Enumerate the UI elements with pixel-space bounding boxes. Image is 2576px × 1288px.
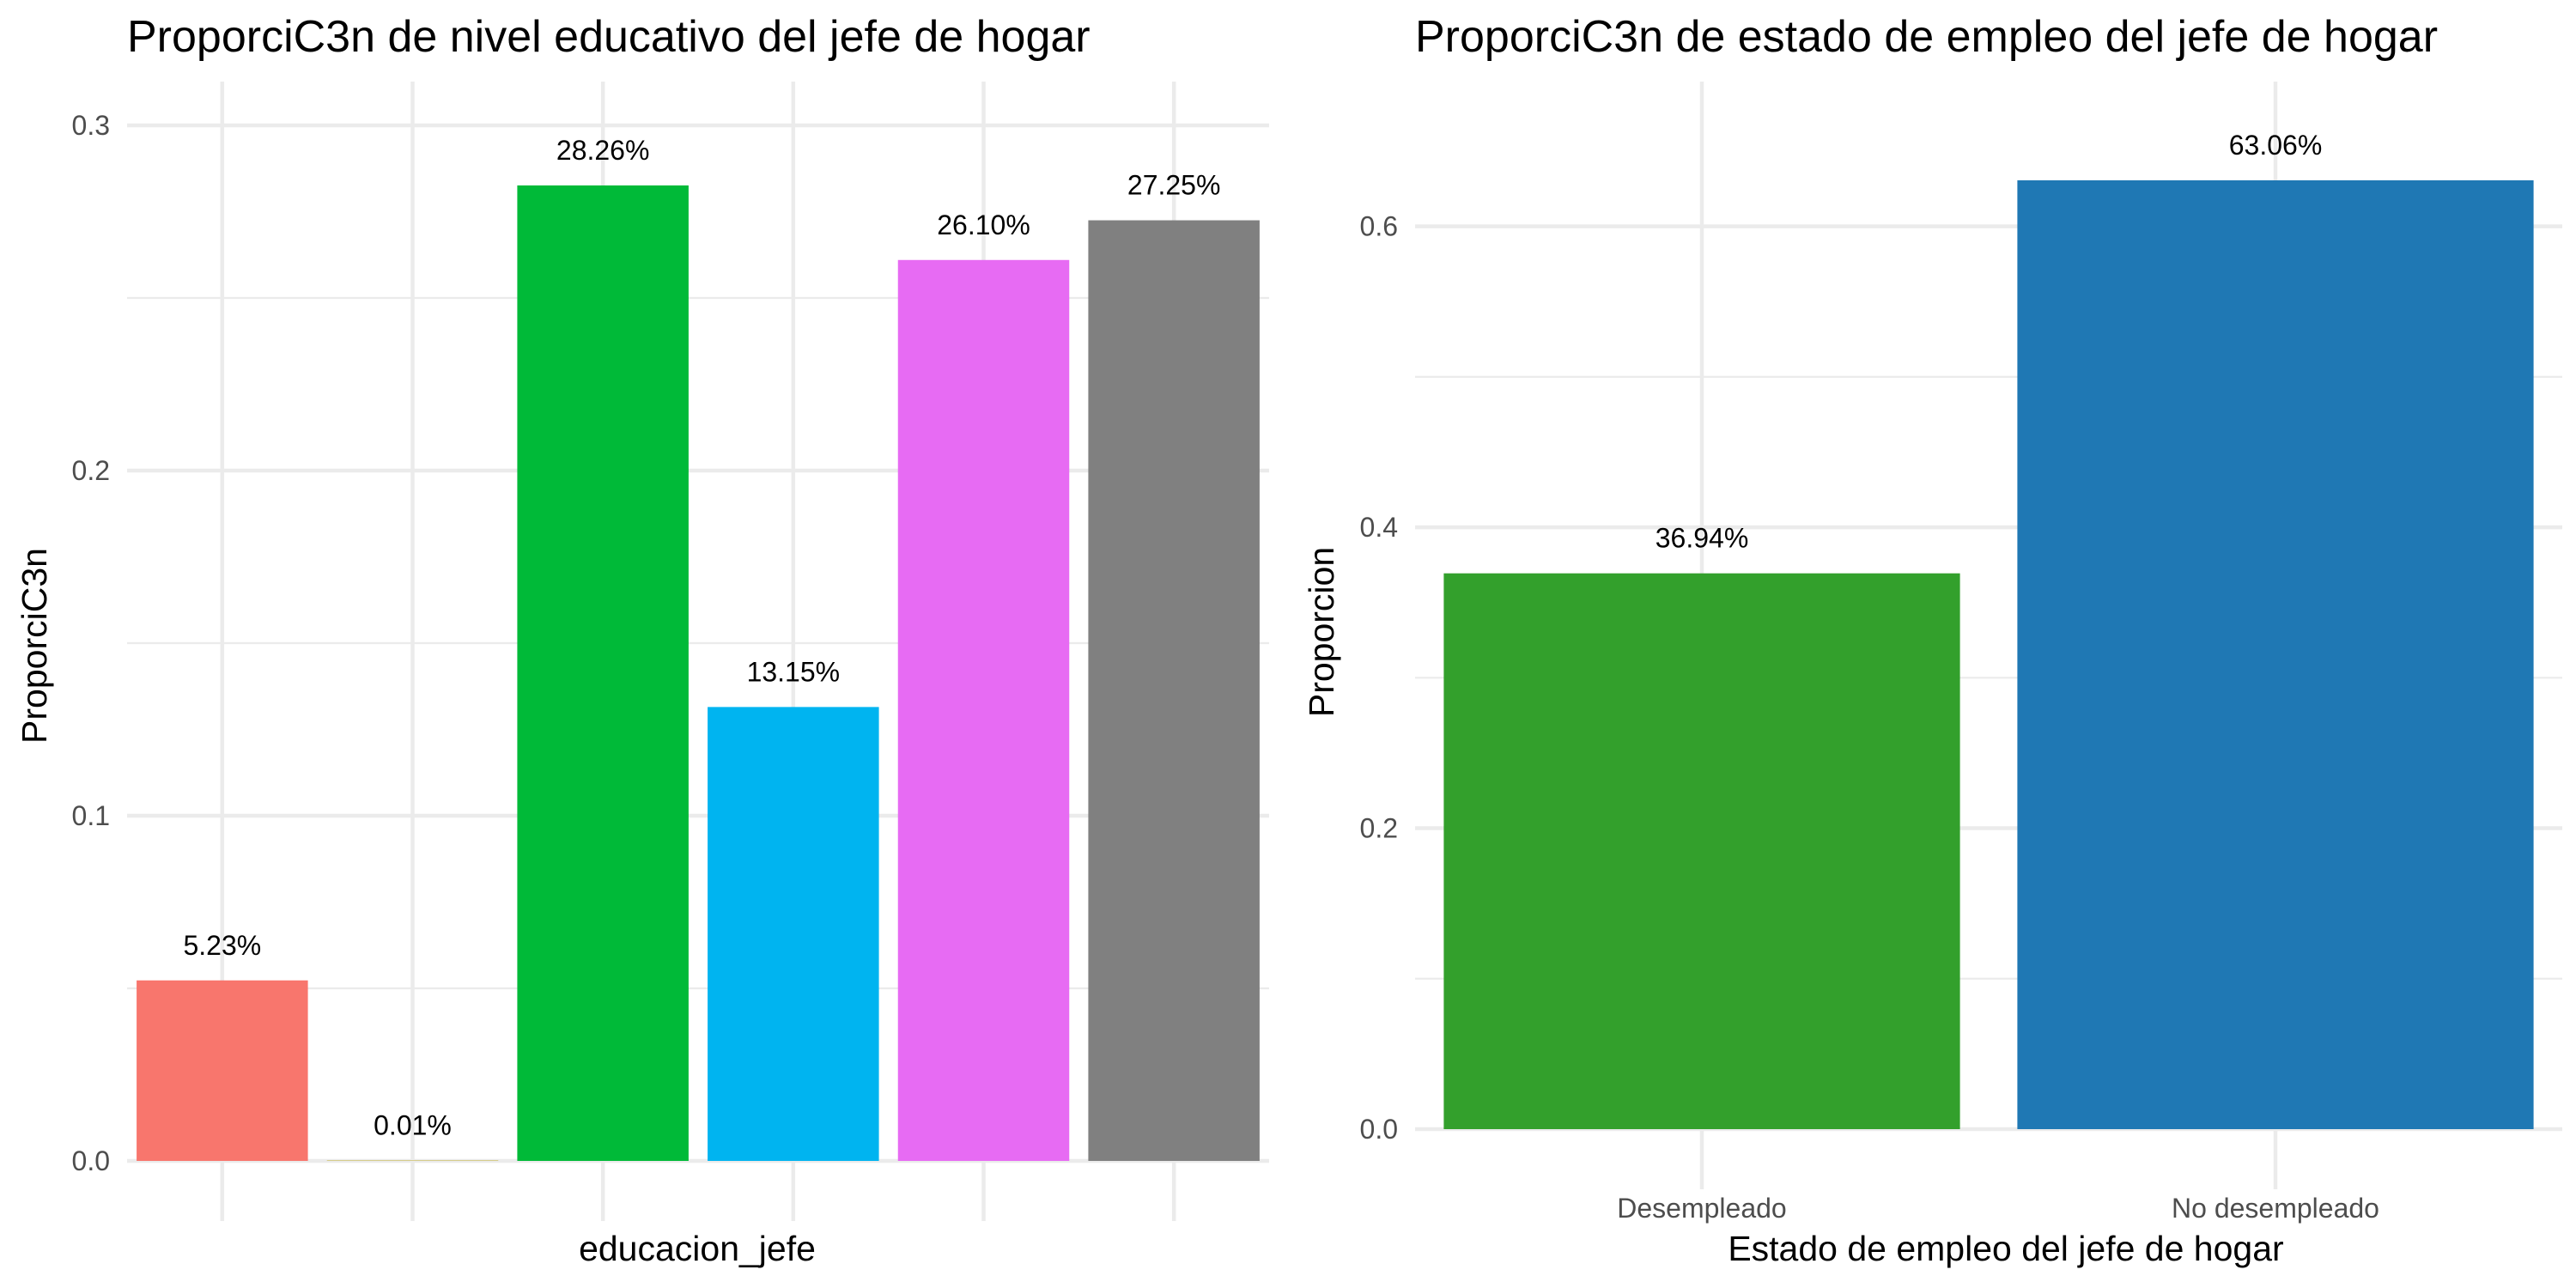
employment-chart-data-label: 63.06% [2229,130,2323,161]
employment-chart-x-axis-title: Estado de empleo del jefe de hogar [1728,1229,2283,1268]
education-chart-data-labels: 5.23% 0.01% 28.26% 13.15% 26.10% 27.25% [183,135,1220,1141]
employment-chart-x-tick-label: Desempleado [1617,1193,1786,1224]
employment-chart-data-labels: 36.94% 63.06% [1656,130,2323,554]
employment-chart-panel: ProporciC3n de estado de empleo del jefe… [1302,12,2562,1268]
education-chart-y-tick-label: 0.3 [72,110,110,141]
employment-chart-title: ProporciC3n de estado de empleo del jefe… [1415,12,2438,62]
education-chart-bar [897,259,1070,1161]
education-chart-bar [517,185,689,1161]
employment-chart-y-tick-label: 0.0 [1360,1114,1398,1145]
education-chart-data-label: 26.10% [937,210,1030,240]
education-chart-bar [137,980,308,1161]
education-chart-data-label: 27.25% [1127,170,1221,201]
education-chart-data-label: 5.23% [183,930,261,961]
employment-chart-x-ticks: Desempleado No desempleado [1617,1193,2379,1224]
education-chart-y-tick-label: 0.1 [72,800,110,831]
education-chart-y-ticks: 0.0 0.1 0.2 0.3 [72,110,110,1176]
education-chart-bar [708,707,879,1161]
education-chart-y-tick-label: 0.0 [72,1145,110,1176]
education-chart-y-tick-label: 0.2 [72,455,110,486]
education-chart-panel: ProporciC3n de nivel educativo del jefe … [15,12,1269,1268]
employment-chart-y-ticks: 0.0 0.2 0.4 0.6 [1360,211,1398,1145]
employment-chart-bar [2017,180,2534,1129]
education-chart-data-label: 13.15% [747,656,841,687]
employment-chart-y-tick-label: 0.6 [1360,211,1398,242]
employment-chart-x-tick-label: No desempleado [2172,1193,2379,1224]
education-chart-title: ProporciC3n de nivel educativo del jefe … [127,12,1091,62]
education-chart-data-label: 28.26% [556,135,650,166]
employment-chart-y-tick-label: 0.2 [1360,813,1398,844]
education-chart-x-axis-title: educacion_jefe [579,1229,816,1268]
education-chart-bar [1088,220,1260,1161]
education-chart-data-label: 0.01% [374,1110,452,1141]
education-chart-y-axis-title: ProporciC3n [15,548,54,744]
education-chart-bars [137,185,1260,1161]
employment-chart-y-axis-title: Proporcion [1302,547,1341,717]
employment-chart-data-label: 36.94% [1656,523,1749,554]
employment-chart-bar [1443,573,1960,1129]
employment-chart-y-tick-label: 0.4 [1360,512,1398,543]
employment-chart-bars [1443,180,2534,1129]
